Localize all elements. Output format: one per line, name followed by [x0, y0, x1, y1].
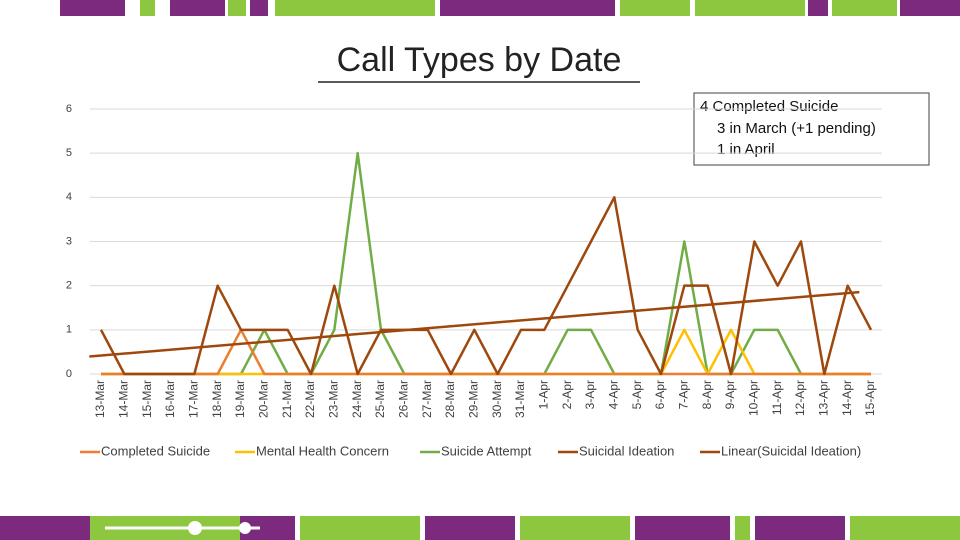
- x-tick-label: 15-Apr: [863, 380, 877, 416]
- y-tick-label: 3: [66, 235, 72, 247]
- x-tick-label: 9-Apr: [723, 380, 737, 409]
- x-tick-label: 16-Mar: [163, 380, 177, 418]
- y-tick-label: 2: [66, 280, 72, 292]
- series-line: [101, 328, 871, 376]
- x-tick-label: 27-Mar: [420, 380, 434, 418]
- x-tick-label: 30-Mar: [490, 380, 504, 418]
- trendline: [89, 290, 860, 358]
- x-tick-label: 4-Apr: [607, 380, 621, 409]
- legend-label: Suicidal Ideation: [579, 443, 674, 458]
- x-tick-label: 7-Apr: [677, 380, 691, 409]
- x-tick-label: 20-Mar: [257, 380, 271, 418]
- x-tick-label: 10-Apr: [747, 380, 761, 416]
- x-tick-label: 19-Mar: [233, 380, 247, 418]
- x-tick-label: 1-Apr: [537, 380, 551, 409]
- annotation: 4 Completed Suicide: [700, 98, 838, 115]
- x-tick-label: 29-Mar: [467, 380, 481, 418]
- y-tick-label: 1: [66, 324, 72, 336]
- x-tick-label: 13-Mar: [93, 380, 107, 418]
- x-tick-label: 3-Apr: [583, 380, 597, 409]
- annotation: 1 in April: [717, 141, 775, 158]
- x-tick-label: 12-Apr: [793, 380, 807, 416]
- x-tick-label: 11-Apr: [770, 380, 784, 415]
- series-line: [101, 151, 871, 376]
- x-tick-label: 14-Mar: [117, 380, 131, 418]
- x-tick-label: 17-Mar: [187, 380, 201, 418]
- x-tick-label: 6-Apr: [653, 380, 667, 409]
- legend-item: Suicidal Ideation: [558, 443, 674, 458]
- legend-item: Mental Health Concern: [235, 443, 389, 458]
- x-tick-label: 18-Mar: [210, 380, 224, 418]
- x-tick-label: 13-Apr: [817, 380, 831, 416]
- x-tick-label: 5-Apr: [630, 380, 644, 409]
- x-tick-label: 14-Apr: [840, 380, 854, 416]
- x-tick-label: 28-Mar: [443, 380, 457, 418]
- x-tick-label: 21-Mar: [280, 380, 294, 418]
- x-tick-label: 15-Mar: [140, 380, 154, 418]
- x-tick-label: 22-Mar: [303, 380, 317, 418]
- x-tick-label: 25-Mar: [373, 380, 387, 418]
- legend-item: Suicide Attempt: [420, 443, 532, 458]
- x-tick-label: 31-Mar: [513, 380, 527, 418]
- y-tick-label: 5: [66, 147, 72, 159]
- y-tick-label: 6: [66, 103, 72, 115]
- series-line: [99, 196, 873, 376]
- chart-title: Call Types by Date: [337, 41, 622, 79]
- legend-item: Linear(Suicidal Ideation): [700, 443, 861, 458]
- x-tick-label: 8-Apr: [700, 380, 714, 409]
- legend-label: Linear(Suicidal Ideation): [721, 443, 861, 458]
- legend-item: Completed Suicide: [80, 443, 210, 458]
- x-tick-label: 23-Mar: [327, 380, 341, 418]
- x-tick-label: 2-Apr: [560, 380, 574, 409]
- y-tick-label: 0: [66, 368, 72, 380]
- annotation: 3 in March (+1 pending): [717, 120, 876, 137]
- legend-label: Mental Health Concern: [256, 443, 389, 458]
- x-tick-label: 26-Mar: [397, 380, 411, 418]
- legend-label: Suicide Attempt: [441, 443, 532, 458]
- x-tick-label: 24-Mar: [350, 380, 364, 418]
- legend-label: Completed Suicide: [101, 443, 210, 458]
- y-tick-label: 4: [66, 191, 72, 203]
